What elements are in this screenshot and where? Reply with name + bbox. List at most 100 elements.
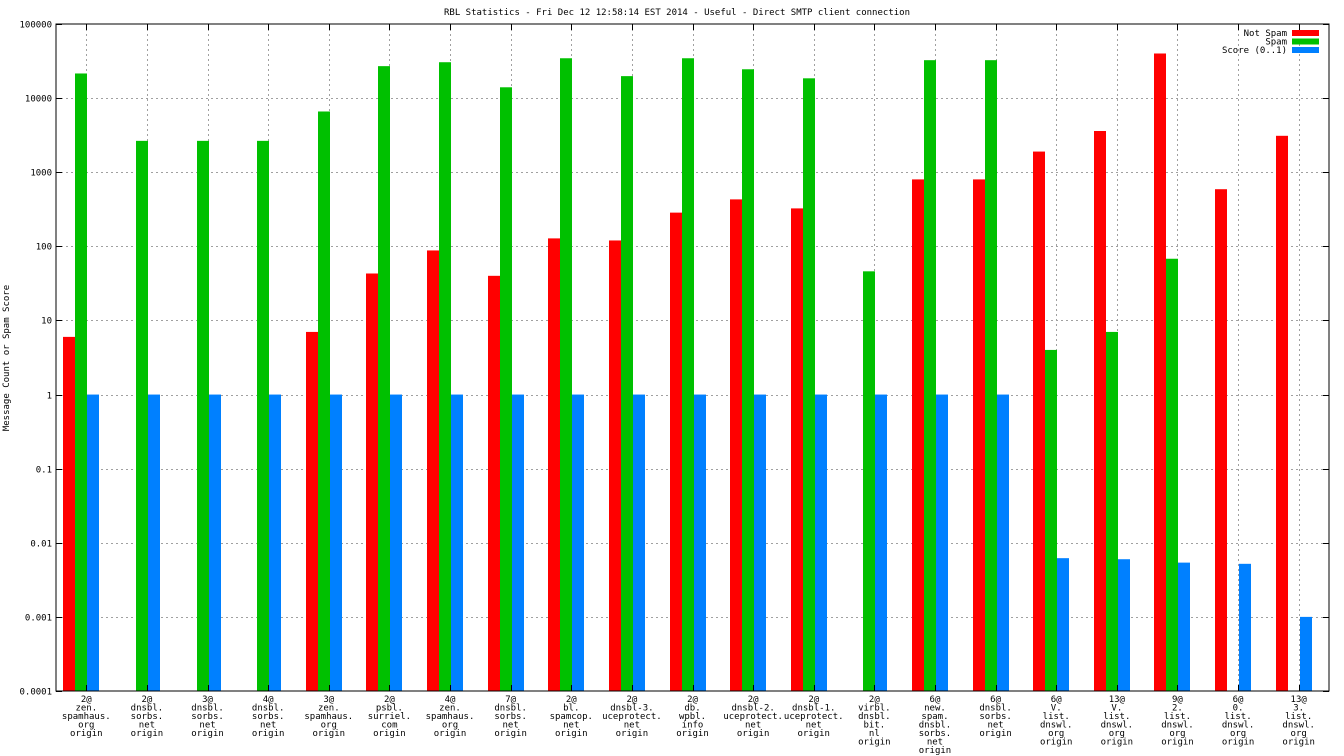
bar-not-spam: [973, 179, 985, 691]
bar-spam: [560, 58, 572, 691]
bar-score-0-1: [936, 394, 948, 691]
chart-title: RBL Statistics - Fri Dec 12 12:58:14 EST…: [444, 8, 910, 18]
y-tick-label: 0.0001: [19, 688, 52, 698]
bar-spam: [75, 73, 87, 691]
x-tick-label: 6@ 0. list. dnswl. org origin: [1222, 695, 1255, 748]
x-tick-label: 4@ dnsbl. sorbs. net origin: [252, 695, 285, 739]
bar-spam: [1106, 331, 1118, 691]
bar-not-spam: [670, 212, 682, 692]
x-tick-label: 2@ dnsbl-3. uceprotect. net origin: [602, 695, 662, 739]
legend-swatch: [1292, 38, 1319, 45]
legend-swatch: [1292, 30, 1319, 36]
y-tick-label: 100: [36, 243, 52, 253]
y-tick-label: 10000: [25, 95, 52, 105]
y-tick-label: 0.01: [30, 540, 52, 550]
bar-not-spam: [548, 238, 560, 691]
legend-swatch: [1292, 47, 1319, 53]
y-tick-label: 1: [47, 392, 52, 402]
bar-not-spam: [1094, 130, 1106, 691]
y-tick-label: 0.001: [25, 614, 52, 624]
bar-score-0-1: [1057, 558, 1069, 691]
y-tick-label: 1000: [30, 169, 52, 179]
bar-not-spam: [730, 199, 742, 691]
bar-spam: [318, 111, 330, 691]
x-tick-label: 2@ virbl. dnsbl. bit. nl origin: [858, 695, 891, 748]
x-tick-label: 2@ zen. spamhaus. org origin: [62, 695, 111, 739]
legend-label: Spam: [1265, 38, 1287, 48]
bar-score-0-1: [1300, 616, 1312, 691]
x-tick-label: 2@ dnsbl. sorbs. net origin: [131, 695, 164, 739]
bar-not-spam: [912, 179, 924, 691]
plot-frame: [55, 23, 1330, 692]
y-tick-labels: 0.0001 0.001 0.01 0.1 1 10 100 1000 10000 100000: [19, 21, 52, 698]
bar-spam: [742, 69, 754, 691]
bar-score-0-1: [754, 394, 766, 691]
bar-not-spam: [366, 273, 378, 691]
bar-not-spam: [1154, 53, 1166, 692]
bar-spam: [1045, 349, 1057, 691]
bar-score-0-1: [694, 394, 706, 691]
x-tick-label: 13@ V. list. dnswl. org origin: [1101, 695, 1134, 748]
bar-score-0-1: [390, 394, 402, 691]
bar-spam: [1166, 258, 1178, 691]
x-tick-label: 13@ 3. list. dnswl. org origin: [1282, 695, 1315, 748]
bar-score-0-1: [269, 394, 281, 691]
x-tick-label: 6@ V. list. dnswl. org origin: [1040, 695, 1073, 748]
y-tick-label: 10: [41, 317, 52, 327]
y-axis-label: Message Count or Spam Score: [2, 285, 12, 431]
bar-spam: [863, 271, 875, 691]
x-tick-label: 3@ dnsbl. sorbs. net origin: [191, 695, 224, 739]
bar-not-spam: [1215, 189, 1227, 691]
x-tick-label: 6@ new. spam. dnsbl. sorbs. net origin: [919, 695, 952, 756]
tick-marks: [56, 24, 1329, 692]
bar-not-spam: [488, 275, 500, 691]
bar-score-0-1: [815, 394, 827, 691]
bar-spam: [803, 78, 815, 691]
bar-not-spam: [1276, 135, 1288, 691]
x-tick-label: 2@ dnsbl-2. uceprotect. net origin: [723, 695, 783, 739]
bar-spam: [682, 58, 694, 691]
x-tick-label: 2@ db. wpbl. info origin: [676, 695, 709, 739]
bar-not-spam: [63, 336, 75, 691]
y-tick-label: 0.1: [36, 466, 52, 476]
bar-score-0-1: [209, 394, 221, 691]
x-tick-label: 2@ psbl. surriel. com origin: [368, 695, 411, 739]
bar-spam: [378, 66, 390, 691]
bar-not-spam: [1033, 151, 1045, 691]
bar-not-spam: [791, 208, 803, 691]
bar-score-0-1: [1239, 563, 1251, 691]
x-tick-labels: 2@ zen. spamhaus. org origin 2@ dnsbl. sorbs. ne…: [62, 695, 1315, 756]
x-tick-label: 2@ dnsbl-1. uceprotect. net origin: [784, 695, 844, 739]
legend-label: Not Spam: [1244, 29, 1287, 39]
bar-not-spam: [609, 240, 621, 691]
bar-score-0-1: [512, 394, 524, 691]
x-tick-label: 9@ 2. list. dnswl. org origin: [1161, 695, 1194, 748]
x-tick-label: 6@ dnsbl. sorbs. net origin: [979, 695, 1012, 739]
bar-score-0-1: [1118, 559, 1130, 691]
bar-not-spam: [306, 331, 318, 691]
bar-spam: [500, 87, 512, 692]
bar-score-0-1: [875, 394, 887, 691]
bar-score-0-1: [330, 394, 342, 691]
legend-label: Score (0..1): [1222, 46, 1287, 56]
bar-score-0-1: [148, 394, 160, 691]
y-tick-label: 100000: [19, 21, 52, 31]
bar-spam: [621, 76, 633, 691]
x-tick-label: 7@ dnsbl. sorbs. net origin: [494, 695, 527, 739]
x-tick-label: 2@ bl. spamcop. net origin: [550, 695, 593, 739]
bar-score-0-1: [997, 394, 1009, 691]
bar-score-0-1: [633, 394, 645, 691]
bar-score-0-1: [451, 394, 463, 691]
bar-spam: [924, 60, 936, 691]
bar-spam: [985, 60, 997, 691]
x-tick-label: 3@ zen. spamhaus. org origin: [304, 695, 353, 739]
bar-spam: [136, 140, 148, 692]
bar-score-0-1: [1178, 562, 1190, 691]
bar-score-0-1: [572, 394, 584, 691]
bar-not-spam: [427, 250, 439, 691]
bar-spam: [257, 140, 269, 692]
bars: [63, 53, 1312, 692]
bar-spam: [197, 140, 209, 692]
